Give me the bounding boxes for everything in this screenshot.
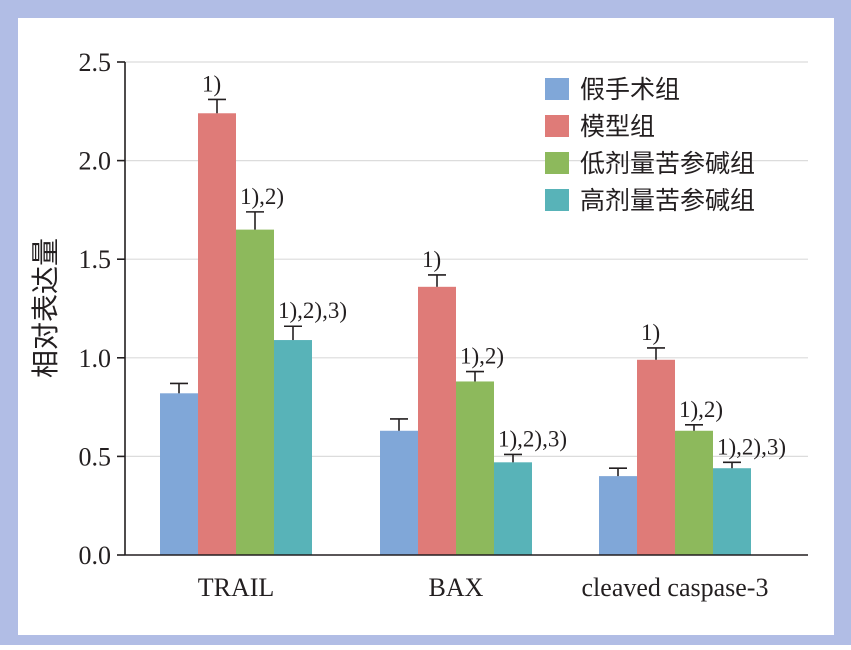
bar: [637, 359, 675, 555]
x-category-label: TRAIL: [198, 573, 275, 602]
y-tick-label: 0.0: [79, 541, 112, 570]
significance-annotation: 1),2): [679, 397, 723, 422]
y-tick-label: 2.0: [79, 147, 112, 176]
bar: [418, 286, 456, 555]
significance-annotation: 1): [202, 71, 221, 96]
bar: [675, 430, 713, 555]
legend-swatch: [545, 115, 569, 137]
significance-annotation: 1),2): [460, 344, 504, 369]
bar: [494, 462, 532, 555]
y-tick-label: 1.5: [79, 245, 112, 274]
significance-annotation: 1),2),3): [717, 434, 786, 459]
bar: [380, 430, 418, 555]
legend-swatch: [545, 152, 569, 174]
bar: [456, 381, 494, 555]
significance-annotation: 1): [422, 247, 441, 272]
bar: [160, 393, 198, 555]
legend-label: 模型组: [580, 113, 655, 141]
axes-group: [124, 62, 808, 556]
legend-swatch: [545, 78, 569, 100]
y-axis-label: 相对表达量: [30, 238, 62, 378]
y-tick-label: 1.0: [79, 344, 112, 373]
y-ticks-group: 0.0 0.5 1.0 1.5 2.0 2.5: [79, 48, 125, 570]
legend-label: 高剂量苦参碱组: [580, 187, 755, 215]
y-tick-label: 2.5: [79, 48, 112, 77]
bars-group: 1) 1),2) 1),2),3) 1) 1),2) 1),2),3) 1) 1),2) 1),…: [160, 71, 786, 555]
significance-annotation: 1),2): [240, 184, 284, 209]
bar: [713, 468, 751, 555]
significance-annotation: 1),2),3): [498, 426, 567, 451]
x-category-label: BAX: [429, 573, 484, 602]
bar: [198, 113, 236, 555]
bar: [274, 340, 312, 555]
legend-label: 低剂量苦参碱组: [580, 150, 755, 178]
x-category-label: cleaved caspase-3: [582, 573, 769, 602]
x-labels-group: TRAIL BAX cleaved caspase-3: [198, 573, 769, 602]
bar: [599, 476, 637, 555]
legend-label: 假手术组: [580, 76, 680, 104]
significance-annotation: 1): [641, 320, 660, 345]
significance-annotation: 1),2),3): [278, 298, 347, 323]
bar: [236, 229, 274, 555]
y-tick-label: 0.5: [79, 442, 112, 471]
legend-swatch: [545, 189, 569, 211]
